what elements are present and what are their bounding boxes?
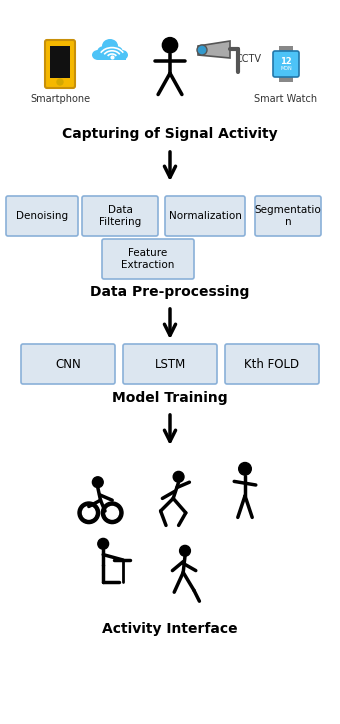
FancyBboxPatch shape xyxy=(279,75,293,82)
Text: CNN: CNN xyxy=(55,358,81,371)
Circle shape xyxy=(83,507,95,519)
Text: Capturing of Signal Activity: Capturing of Signal Activity xyxy=(62,127,278,141)
Ellipse shape xyxy=(109,46,123,58)
Text: Smartphone: Smartphone xyxy=(30,94,90,104)
Circle shape xyxy=(163,38,177,53)
FancyBboxPatch shape xyxy=(45,40,75,88)
Text: Segmentatio
n: Segmentatio n xyxy=(255,205,321,227)
Text: Data
Filtering: Data Filtering xyxy=(99,205,141,227)
FancyBboxPatch shape xyxy=(82,196,158,236)
Circle shape xyxy=(57,79,63,85)
Text: Denoising: Denoising xyxy=(16,211,68,221)
Ellipse shape xyxy=(116,50,128,60)
Circle shape xyxy=(239,463,251,475)
Text: CCTV: CCTV xyxy=(235,54,261,64)
FancyBboxPatch shape xyxy=(123,344,217,384)
Circle shape xyxy=(92,477,103,487)
Ellipse shape xyxy=(102,39,118,53)
Ellipse shape xyxy=(92,50,104,60)
Circle shape xyxy=(101,502,123,523)
FancyBboxPatch shape xyxy=(279,46,293,53)
FancyBboxPatch shape xyxy=(6,196,78,236)
Text: Normalization: Normalization xyxy=(169,211,241,221)
Text: Data Pre-processing: Data Pre-processing xyxy=(90,285,250,299)
Text: Smart Watch: Smart Watch xyxy=(254,94,318,104)
Polygon shape xyxy=(198,41,230,58)
Circle shape xyxy=(106,507,119,519)
Circle shape xyxy=(98,539,108,550)
FancyBboxPatch shape xyxy=(273,51,299,77)
Ellipse shape xyxy=(97,46,111,58)
Text: LSTM: LSTM xyxy=(154,358,186,371)
FancyBboxPatch shape xyxy=(102,239,194,279)
Circle shape xyxy=(173,471,184,482)
Circle shape xyxy=(78,502,100,523)
Text: Feature
Extraction: Feature Extraction xyxy=(121,248,175,270)
FancyBboxPatch shape xyxy=(21,344,115,384)
FancyBboxPatch shape xyxy=(225,344,319,384)
FancyBboxPatch shape xyxy=(255,196,321,236)
Text: Model Training: Model Training xyxy=(112,391,228,405)
Circle shape xyxy=(180,545,190,556)
FancyBboxPatch shape xyxy=(165,196,245,236)
Text: MON: MON xyxy=(280,65,292,70)
FancyBboxPatch shape xyxy=(98,51,126,60)
FancyBboxPatch shape xyxy=(50,46,70,78)
Text: Kth FOLD: Kth FOLD xyxy=(244,358,300,371)
Text: Activity Interface: Activity Interface xyxy=(102,622,238,636)
Circle shape xyxy=(197,45,207,55)
Text: 12: 12 xyxy=(280,56,292,65)
